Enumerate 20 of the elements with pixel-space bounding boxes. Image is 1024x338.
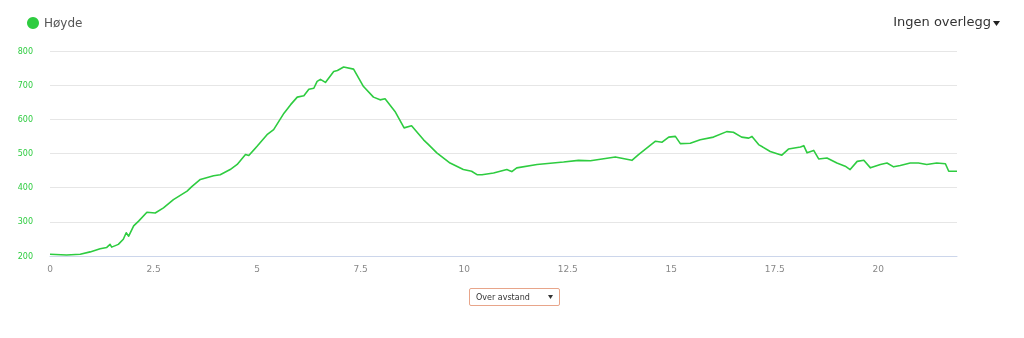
x-tick-label: 20 bbox=[872, 263, 885, 274]
select-field: Over avstand bbox=[469, 288, 560, 306]
x-tick-label: 12.5 bbox=[557, 263, 578, 274]
y-tick-label: 200 bbox=[17, 251, 33, 261]
y-tick-label: 400 bbox=[17, 183, 33, 193]
y-tick-label: 500 bbox=[17, 149, 33, 158]
y-tick-label: 700 bbox=[17, 80, 33, 90]
x-tick-label: 2.5 bbox=[146, 263, 161, 274]
x-tick-label: 15 bbox=[665, 263, 677, 274]
x-tick-label: 17.5 bbox=[764, 263, 785, 274]
x-tick-label: 7.5 bbox=[353, 263, 368, 274]
text: Ingen overlegg bbox=[893, 14, 991, 29]
legend-label: Høyde bbox=[44, 16, 83, 30]
x-tick-label: 0 bbox=[47, 263, 54, 274]
y-tick-label: 800 bbox=[17, 46, 33, 56]
x-tick-label: 10 bbox=[458, 263, 471, 274]
line-series bbox=[49, 66, 958, 256]
y-tick-label: 300 bbox=[17, 217, 33, 227]
y-tick-label: 600 bbox=[17, 114, 33, 124]
x-tick-label: 5 bbox=[254, 263, 260, 274]
